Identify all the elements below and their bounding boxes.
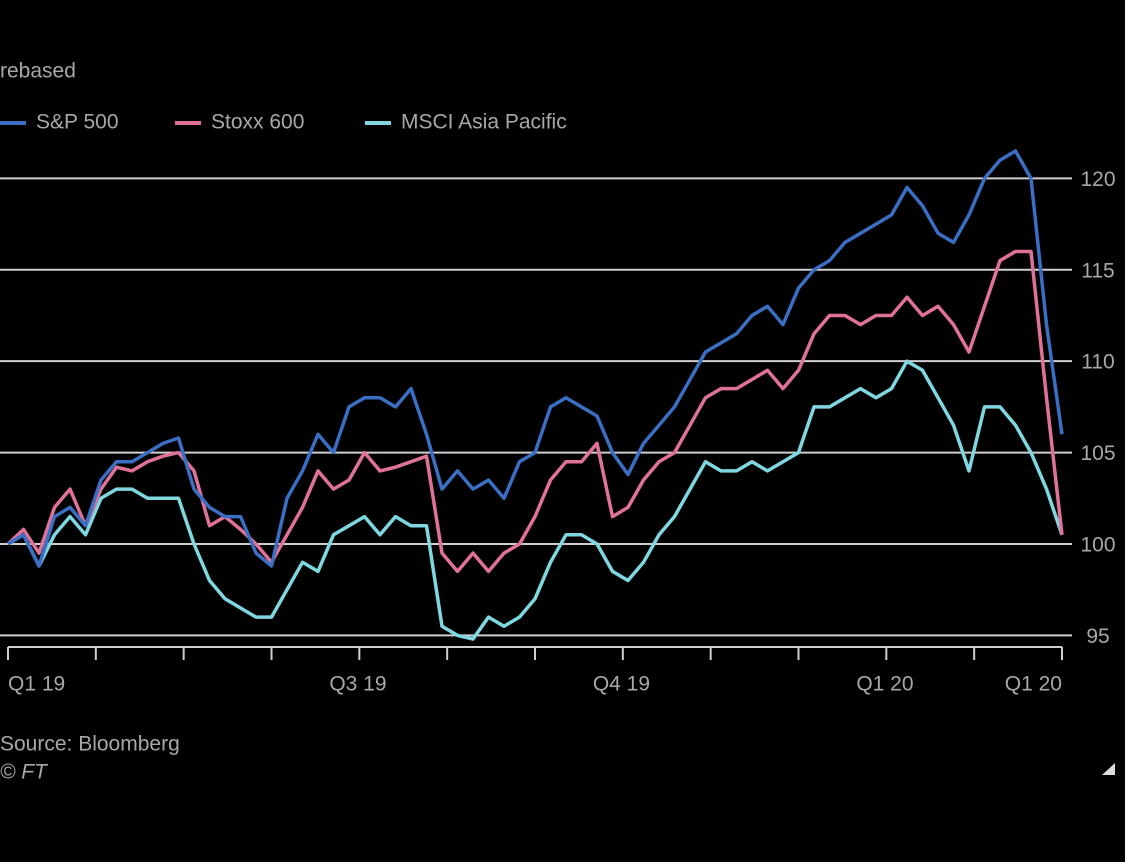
source: Source: Bloomberg <box>0 733 180 756</box>
legend-label: MSCI Asia Pacific <box>401 111 567 134</box>
y-tick-label: 105 <box>1080 442 1115 465</box>
y-tick-label: 115 <box>1081 259 1114 282</box>
credit: © FT <box>0 761 49 784</box>
y-tick-label: 120 <box>1080 168 1115 191</box>
y-tick-label: 110 <box>1081 351 1114 374</box>
chart-subtitle: rebased <box>0 60 76 83</box>
y-tick-label: 100 <box>1080 534 1115 557</box>
line-series <box>6 249 1064 574</box>
y-tick-label: 95 <box>1086 625 1109 648</box>
x-tick-label: Q1 19 <box>8 673 65 696</box>
x-tick-label: Q3 19 <box>329 673 386 696</box>
line-series <box>7 149 1064 568</box>
x-tick-label: Q1 20 <box>856 673 913 696</box>
corner-icon <box>1102 763 1115 775</box>
line-series <box>7 359 1064 641</box>
x-tick-label: Q4 19 <box>593 673 650 696</box>
legend-label: S&P 500 <box>36 111 119 134</box>
legend-label: Stoxx 600 <box>211 111 304 134</box>
x-tick-label: Q1 20 <box>1005 673 1062 696</box>
